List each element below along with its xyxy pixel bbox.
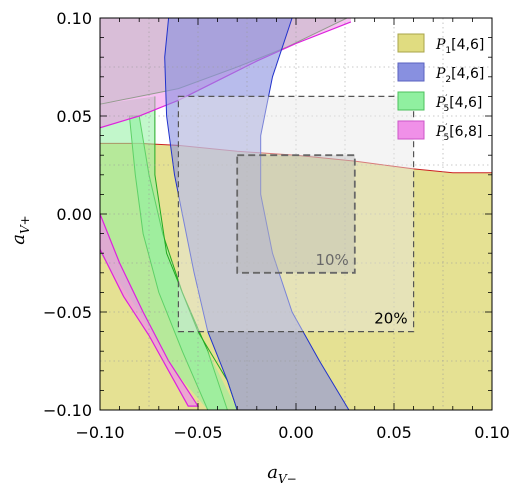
x-tick-label: −0.05 [173, 423, 222, 442]
p2-region [164, 18, 349, 410]
legend-label: P2[4,6] [435, 66, 484, 85]
y-tick-label: 0.10 [56, 9, 92, 28]
percent-boxes-layer: 10% 20% [177, 95, 415, 333]
p5-4-6-wide-band [100, 96, 238, 410]
legend-label: P′ 5[6,8] [435, 123, 482, 143]
box-20-outline [177, 95, 415, 333]
legend-swatch [397, 33, 425, 53]
y-tick-label: 0.05 [56, 107, 92, 126]
legend-swatch [397, 62, 425, 82]
x-axis-title: aV− [267, 462, 296, 486]
p2-right-edge [260, 18, 350, 410]
legend-label: P1[4,6] [435, 37, 484, 56]
y-tick-label: 0.00 [56, 205, 92, 224]
ticks-layer: −0.10 −0.05 0.00 0.05 0.10 −0.10 −0.05 0.00 0.05… [43, 9, 510, 442]
y-axis-title: aV+ [8, 215, 32, 244]
box-10-outline [236, 154, 356, 274]
y-tick-label: −0.10 [43, 401, 92, 420]
legend-swatch [397, 120, 425, 140]
annotation-20-percent: 20% [374, 310, 407, 328]
annotation-10-percent: 10% [315, 251, 348, 269]
x-tick-label: 0.10 [474, 423, 510, 442]
x-tick-label: 0.00 [278, 423, 314, 442]
legend-label: P′ 5[4,6] [435, 94, 482, 114]
box-10-fill [237, 155, 355, 273]
box-20-fill [178, 96, 414, 332]
y-tick-label: −0.05 [43, 303, 92, 322]
x-tick-label: −0.10 [75, 423, 124, 442]
x-tick-label: 0.05 [376, 423, 412, 442]
legend: P1[4,6] P2[4,6] P′ 5[4,6] P′ 5[6,8] [397, 33, 484, 143]
legend-swatch [397, 91, 425, 111]
